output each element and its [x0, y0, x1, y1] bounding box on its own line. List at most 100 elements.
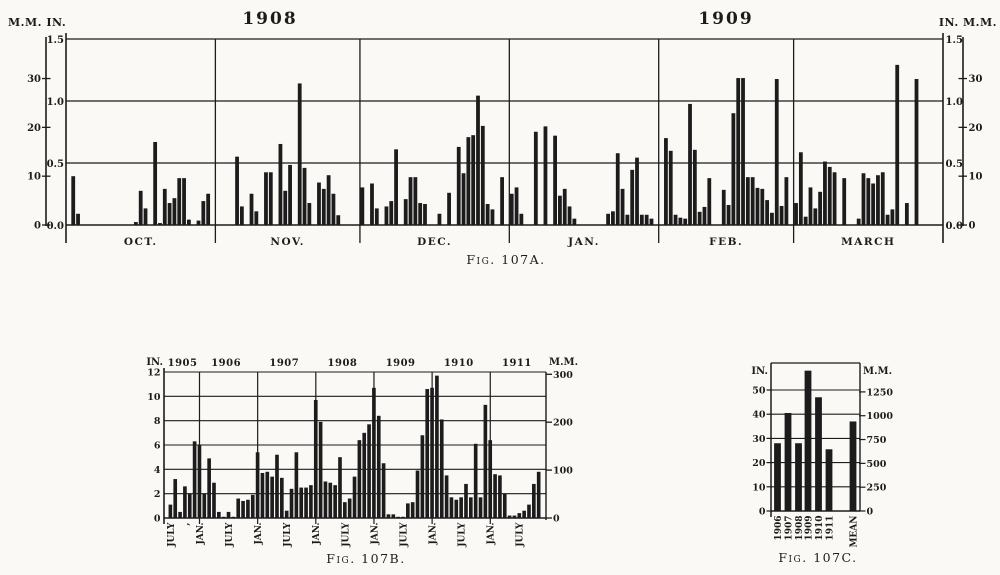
- inch-tick-label: 50: [752, 386, 766, 397]
- annual-rain-bar: [795, 443, 802, 511]
- x-axis-label: ,: [181, 523, 191, 526]
- daily-rain-bar: [394, 149, 398, 225]
- monthly-rain-bar: [246, 499, 250, 518]
- inch-tick-label-right: 0.5: [946, 159, 963, 170]
- monthly-rain-bar: [260, 472, 265, 518]
- daily-rain-bar: [288, 164, 292, 225]
- mm-tick-label: 250: [867, 483, 887, 494]
- daily-rain-bar: [297, 83, 302, 225]
- daily-rain-bar: [302, 167, 307, 225]
- monthly-rain-bar: [178, 511, 182, 518]
- daily-rain-bar: [904, 203, 909, 225]
- inch-tick-label: 40: [752, 410, 766, 421]
- daily-rain-bar: [480, 125, 485, 225]
- month-label: NOV.: [270, 236, 305, 248]
- monthly-rain-bar: [197, 445, 202, 518]
- daily-rain-bar: [543, 126, 548, 225]
- month-label: JAN.: [567, 236, 600, 248]
- daily-rain-bar: [558, 195, 562, 225]
- daily-rain-bar: [307, 203, 312, 225]
- daily-rain-bar: [196, 220, 201, 225]
- monthly-rain-bar: [362, 432, 367, 518]
- daily-rain-bar: [832, 172, 837, 225]
- mm-tick-label: 500: [867, 459, 887, 470]
- annual-rain-bar: [774, 443, 781, 511]
- monthly-rain-bar: [527, 504, 531, 518]
- daily-rain-bar: [630, 169, 635, 225]
- monthly-rain-bar: [328, 482, 333, 518]
- fig-107c-axis-label-left: IN.: [751, 366, 768, 377]
- year-label: 1909: [386, 358, 416, 369]
- inch-tick-label-left: 1.0: [47, 97, 64, 108]
- monthly-rain-bar: [294, 452, 299, 518]
- daily-rain-bar: [461, 173, 466, 225]
- fig-107a-year-title-1909: 1909: [698, 9, 753, 29]
- daily-rain-bar: [172, 198, 177, 225]
- daily-rain-bar: [153, 142, 158, 225]
- monthly-rain-bar: [212, 482, 216, 518]
- monthly-rain-bar: [323, 481, 328, 518]
- daily-rain-bar: [755, 187, 760, 225]
- daily-rain-bar: [842, 178, 847, 225]
- monthly-rain-bar: [420, 435, 425, 518]
- monthly-rain-bar: [435, 375, 439, 518]
- daily-rain-bar: [403, 199, 408, 225]
- monthly-rain-bar: [357, 440, 362, 518]
- daily-rain-bar: [138, 190, 143, 225]
- fig-107a-axis-header-left: M.M. IN.: [8, 16, 66, 29]
- monthly-rain-bar: [347, 498, 352, 518]
- inch-tick-label: 12: [147, 368, 160, 379]
- inch-tick-label: 8: [154, 416, 161, 427]
- daily-rain-bar: [673, 214, 678, 225]
- daily-rain-bar: [784, 177, 789, 225]
- inch-tick-label: 4: [154, 465, 161, 476]
- daily-rain-bar: [818, 191, 823, 225]
- x-axis-label: JAN.: [254, 523, 264, 546]
- inch-tick-label: 20: [752, 458, 766, 469]
- monthly-rain-bar: [444, 475, 449, 518]
- daily-rain-bar: [490, 209, 495, 225]
- mm-tick-label: 100: [553, 466, 573, 477]
- daily-rain-bar: [360, 187, 365, 225]
- daily-rain-bar: [798, 152, 803, 225]
- daily-rain-bar: [794, 203, 798, 225]
- daily-rain-bar: [635, 157, 639, 225]
- monthly-rain-bar: [313, 399, 318, 518]
- daily-rain-bar: [697, 211, 702, 225]
- annual-rain-bar: [804, 370, 812, 511]
- monthly-rain-bar: [207, 458, 211, 518]
- monthly-rain-bar: [469, 497, 473, 518]
- daily-rain-bar: [182, 178, 186, 225]
- daily-rain-bar: [827, 166, 832, 225]
- mm-tick-label: 1250: [867, 387, 894, 398]
- monthly-rain-bar: [401, 516, 405, 518]
- monthly-rain-bar: [386, 514, 391, 518]
- monthly-rain-bar: [304, 487, 308, 518]
- daily-rain-bar: [664, 138, 668, 225]
- inch-tick-label-right: 1.5: [946, 35, 963, 46]
- category-label: 1906: [774, 516, 784, 541]
- daily-rain-bar: [317, 182, 321, 225]
- mm-tick-label: 0: [553, 514, 560, 525]
- daily-rain-bar: [760, 188, 765, 225]
- monthly-rain-bar: [391, 514, 396, 518]
- daily-rain-bar: [283, 190, 288, 225]
- daily-rain-bar: [408, 177, 413, 225]
- daily-rain-bar: [374, 208, 379, 225]
- x-axis-label: JULY: [167, 522, 177, 548]
- monthly-rain-bar: [241, 500, 245, 518]
- inch-tick-label: 6: [154, 441, 161, 452]
- monthly-rain-bar: [280, 477, 284, 518]
- x-axis-label: JAN.: [487, 523, 497, 546]
- year-label: 1911: [502, 358, 532, 369]
- monthly-rain-bar: [168, 504, 173, 518]
- inch-tick-label: 0: [154, 514, 161, 525]
- daily-rain-bar: [620, 188, 625, 225]
- daily-rain-bar: [533, 131, 538, 225]
- monthly-rain-bar: [415, 470, 420, 518]
- fig-107b-axis-label-right: M.M.: [549, 357, 578, 368]
- mm-tick-label-left: 30: [27, 74, 41, 85]
- inch-tick-label: 10: [147, 392, 161, 403]
- inch-tick-label: 10: [752, 482, 766, 493]
- monthly-rain-bar: [502, 493, 507, 518]
